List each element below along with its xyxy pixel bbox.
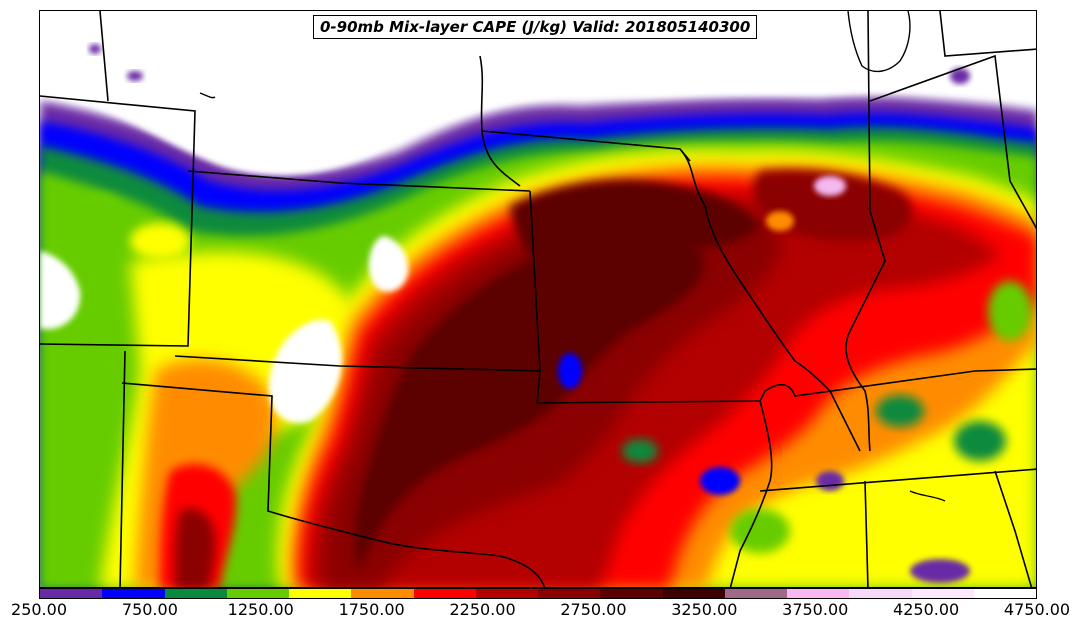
colorbar-segment xyxy=(600,589,663,598)
colorbar-segment xyxy=(911,589,974,598)
colorbar-tick-label: 250.00 xyxy=(11,600,67,619)
map-panel xyxy=(39,10,1037,588)
colorbar-segment xyxy=(226,589,289,598)
colorbar-tick-label: 1250.00 xyxy=(227,600,294,619)
colorbar-segment xyxy=(413,589,476,598)
colorbar-segment xyxy=(289,589,352,598)
colorbar-tick-label: 3750.00 xyxy=(782,600,849,619)
colorbar-segment xyxy=(102,589,165,598)
colorbar-segment xyxy=(164,589,227,598)
map-title: 0-90mb Mix-layer CAPE (J/kg) Valid: 2018… xyxy=(313,15,758,39)
colorbar-segment xyxy=(40,589,103,598)
lake-outlines xyxy=(199,11,946,502)
colorbar-segment xyxy=(787,589,850,598)
colorbar-segment xyxy=(662,589,725,598)
cape-contours xyxy=(40,11,1036,587)
colorbar-labels: 250.00 750.00 1250.00 1750.00 2250.00 2750.00… xyxy=(0,600,1081,630)
colorbar-segment xyxy=(351,589,414,598)
colorbar-tick-label: 750.00 xyxy=(121,600,178,619)
colorbar-tick-label: 2750.00 xyxy=(560,600,627,619)
colorbar xyxy=(39,588,1037,599)
colorbar-segment xyxy=(973,589,1036,598)
colorbar-segment xyxy=(724,589,787,598)
state-borders xyxy=(40,11,1036,587)
colorbar-tick-label: 1750.00 xyxy=(338,600,405,619)
colorbar-segment xyxy=(538,589,601,598)
colorbar-segment xyxy=(475,589,538,598)
cape-field-map xyxy=(40,11,1036,587)
colorbar-segment xyxy=(849,589,912,598)
colorbar-tick-label: 2250.00 xyxy=(449,600,516,619)
colorbar-tick-label: 3250.00 xyxy=(671,600,738,619)
colorbar-tick-label: 4750.00 xyxy=(1003,600,1071,619)
colorbar-tick-label: 4250.00 xyxy=(893,600,960,619)
